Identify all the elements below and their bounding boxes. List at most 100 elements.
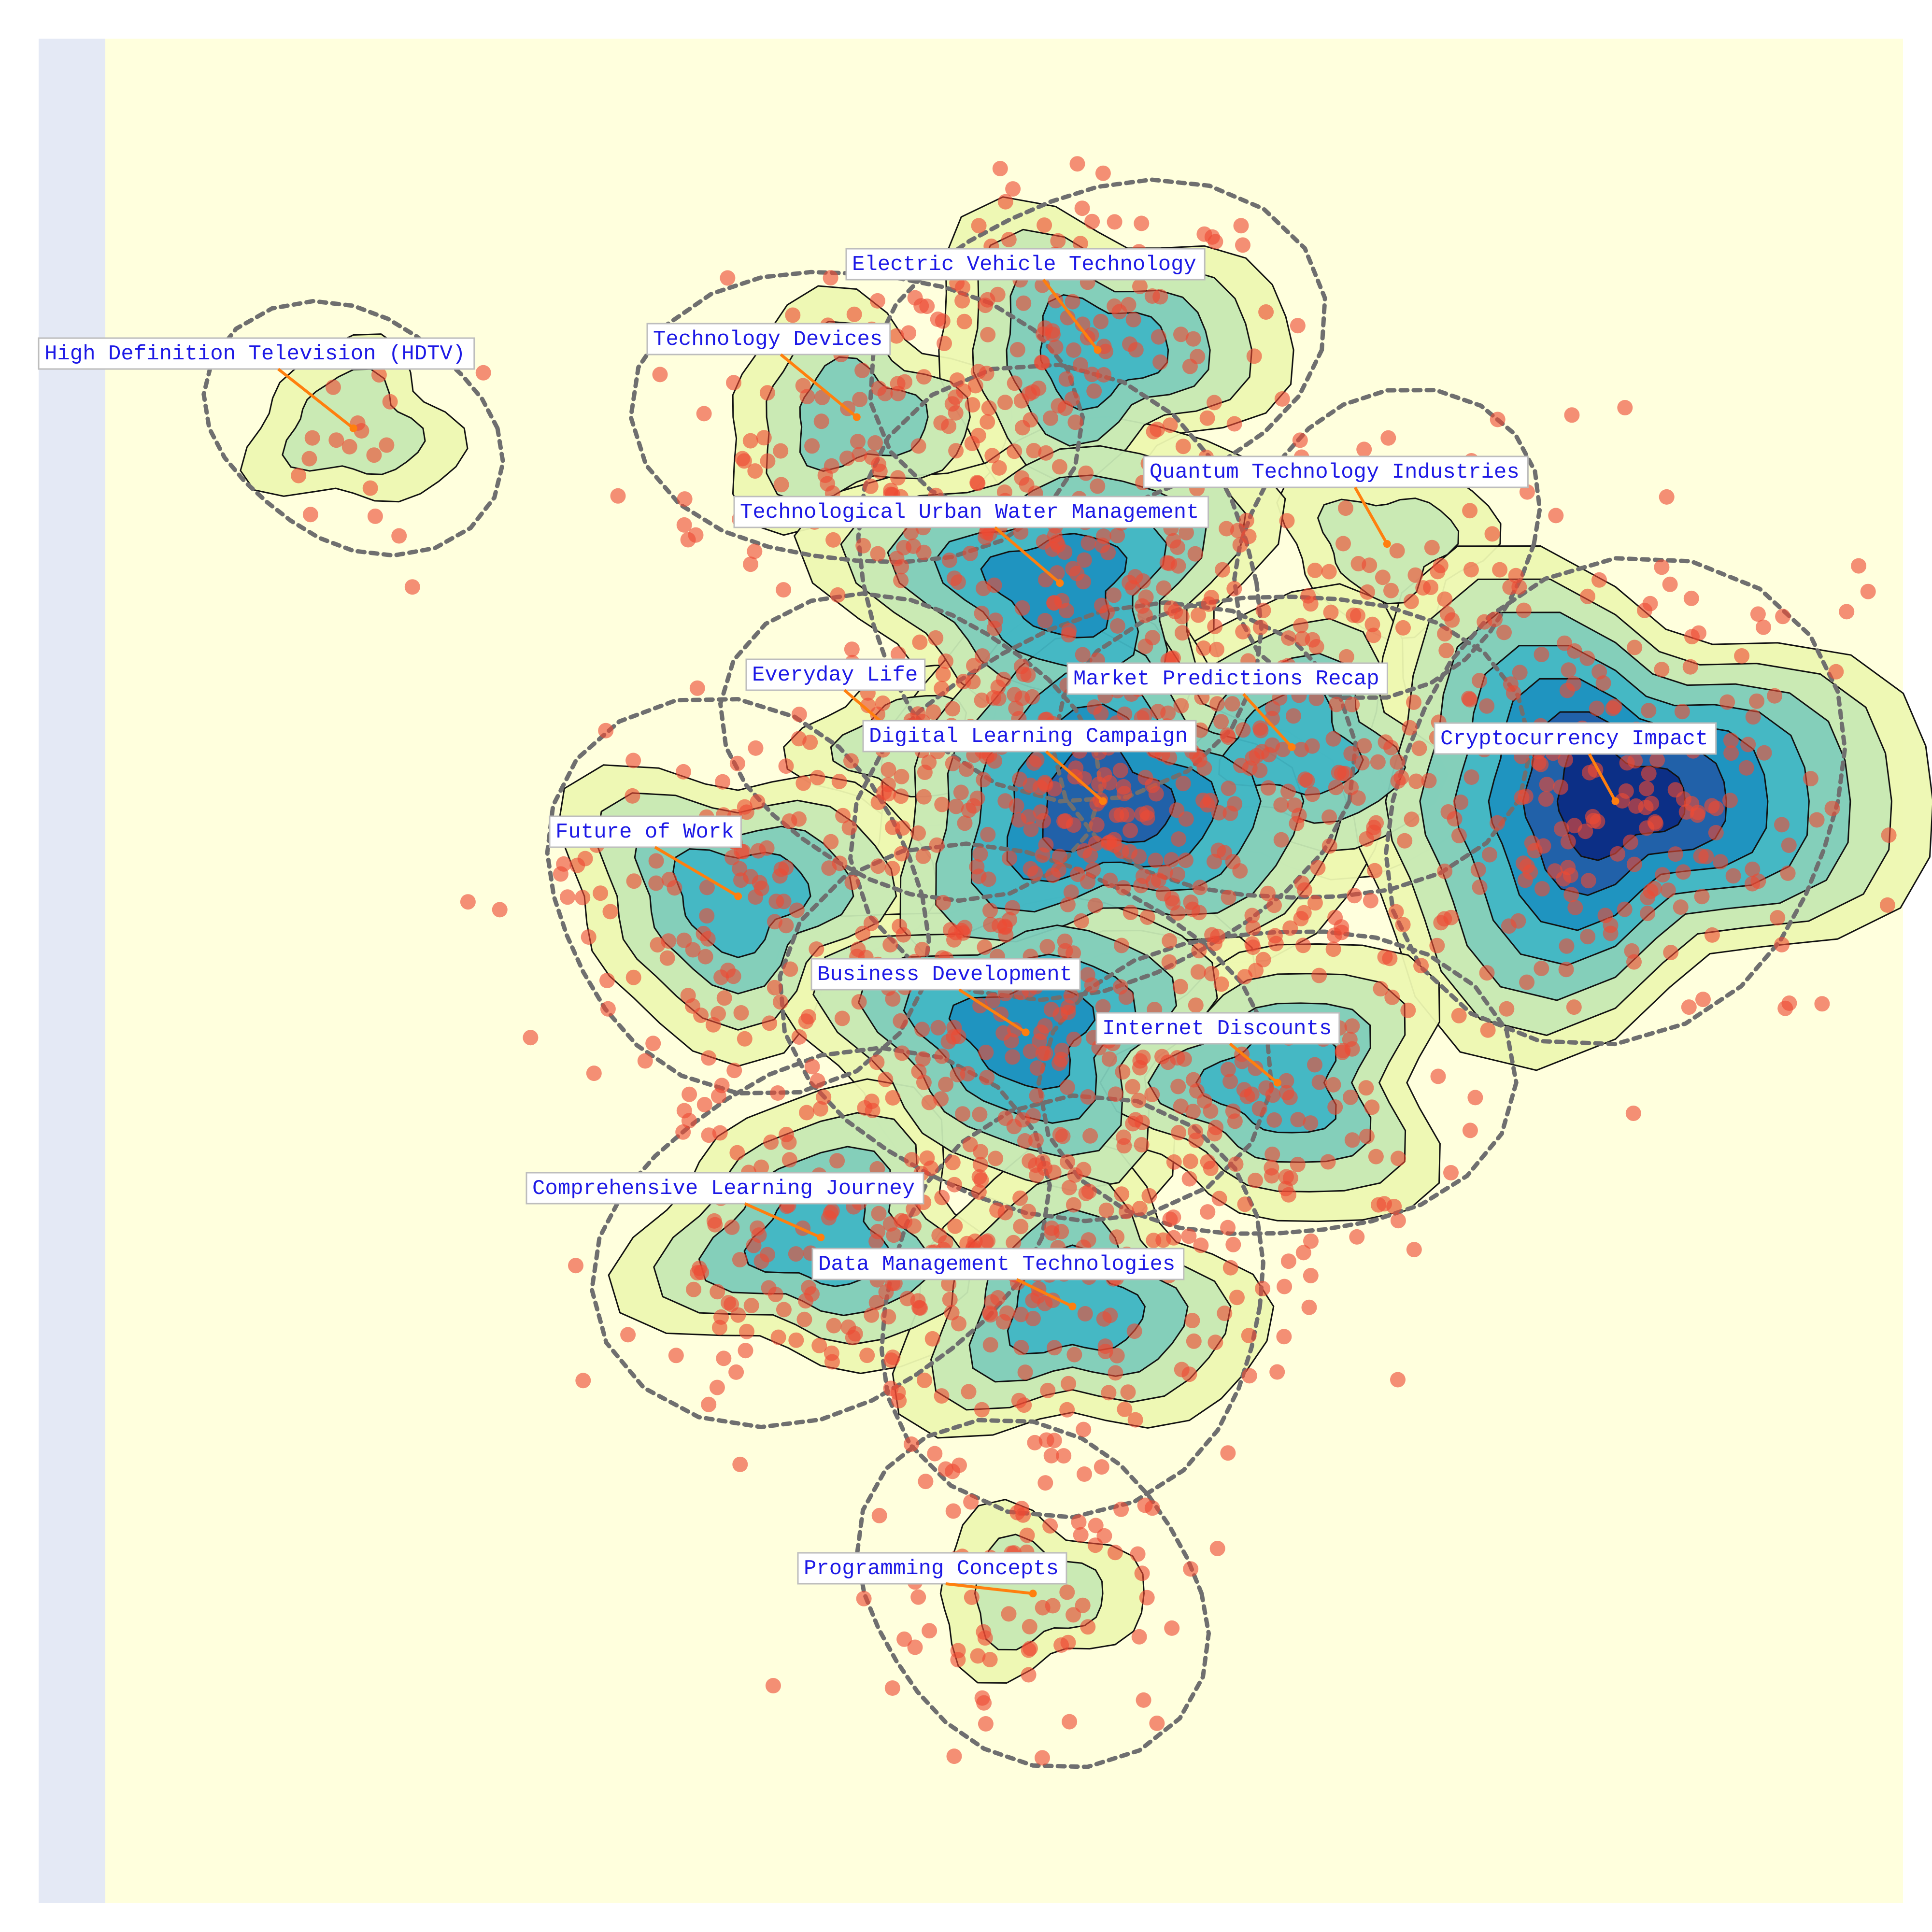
data-point (1586, 813, 1602, 828)
data-point (1472, 673, 1488, 688)
data-point (1323, 604, 1339, 620)
data-point (1781, 838, 1797, 853)
data-point (1114, 938, 1129, 953)
data-point (1638, 781, 1654, 796)
cluster-label-text: Everyday Life (752, 663, 918, 687)
data-point (1255, 602, 1271, 618)
data-point (1107, 298, 1122, 314)
data-point (1640, 906, 1656, 921)
data-point (1135, 868, 1151, 884)
annotation-arrow (780, 353, 858, 418)
data-point (1097, 1344, 1113, 1359)
data-point (625, 753, 641, 768)
data-point (804, 1059, 820, 1075)
annotation-arrowhead (817, 1233, 825, 1241)
data-point (1300, 588, 1316, 604)
cluster-label: Internet Discounts (1095, 1012, 1340, 1087)
data-point (1131, 849, 1147, 865)
data-point (1171, 831, 1187, 847)
data-point (581, 929, 597, 945)
data-point (645, 1036, 661, 1051)
data-point (1235, 722, 1251, 738)
data-point (716, 1350, 732, 1366)
data-point (1627, 753, 1643, 769)
data-point (1297, 771, 1313, 787)
data-point (1325, 1077, 1341, 1093)
annotation-arrow (1045, 750, 1104, 803)
data-point (1439, 606, 1455, 622)
data-point (1654, 662, 1670, 678)
data-point (1081, 1183, 1097, 1199)
data-point (668, 1348, 684, 1364)
data-point (1610, 846, 1626, 862)
data-point (1109, 527, 1125, 543)
data-point (1162, 417, 1178, 433)
data-point (569, 857, 585, 873)
annotation-arrowhead (1383, 540, 1391, 548)
data-point (901, 325, 917, 341)
data-point (1021, 386, 1037, 402)
data-point (1035, 1600, 1051, 1616)
data-point (980, 826, 996, 842)
data-point (809, 941, 824, 957)
data-point (810, 769, 825, 785)
data-point (835, 808, 851, 824)
data-point (946, 1020, 962, 1036)
data-point (945, 1463, 961, 1479)
data-point (1682, 659, 1698, 675)
data-point (871, 381, 887, 396)
data-point (696, 1097, 712, 1112)
data-point (1169, 1050, 1185, 1066)
data-point (821, 1210, 837, 1226)
data-point (870, 1223, 886, 1239)
data-point (1366, 820, 1382, 836)
data-point (1023, 861, 1038, 877)
data-point (1879, 897, 1895, 913)
data-point (1781, 995, 1797, 1011)
data-point (1325, 731, 1341, 747)
data-point (1558, 752, 1573, 767)
cluster-label-box (810, 958, 1081, 991)
data-point (1244, 908, 1260, 923)
annotation-arrowhead (852, 413, 861, 421)
cluster-label-text: Programming Concepts (804, 1557, 1059, 1581)
data-point (1089, 817, 1105, 833)
data-point (1173, 1098, 1189, 1114)
data-point (328, 432, 344, 448)
data-point (978, 1234, 994, 1250)
data-point (1152, 354, 1168, 370)
data-point (1451, 1008, 1467, 1023)
cluster-label-text: Quantum Technology Industries (1150, 460, 1520, 484)
data-point (953, 784, 969, 800)
data-point (1388, 904, 1404, 920)
data-point (956, 383, 972, 399)
data-point (1303, 1115, 1319, 1131)
data-point (1626, 954, 1642, 970)
data-point (957, 815, 973, 831)
data-point (1264, 1160, 1279, 1176)
data-point (934, 1190, 950, 1206)
data-point (768, 894, 784, 909)
data-point (1125, 1116, 1141, 1132)
data-point (1019, 1527, 1035, 1543)
data-point (885, 819, 901, 835)
data-point (593, 885, 609, 901)
data-point (1136, 1692, 1151, 1708)
data-point (1676, 791, 1691, 807)
data-point (1036, 813, 1051, 829)
data-point (1535, 838, 1551, 854)
data-point (992, 161, 1008, 176)
data-point (981, 400, 997, 416)
data-point (1328, 696, 1344, 712)
data-point (737, 1031, 753, 1047)
data-point (1684, 629, 1700, 645)
data-point (1044, 1225, 1060, 1241)
data-point (869, 1054, 885, 1070)
data-point (1437, 626, 1453, 642)
data-point (391, 528, 407, 544)
data-point (1655, 867, 1671, 883)
data-point (1146, 1233, 1162, 1249)
cluster-label-box (733, 496, 1209, 528)
data-point (1220, 1062, 1236, 1078)
data-point (1109, 618, 1125, 634)
